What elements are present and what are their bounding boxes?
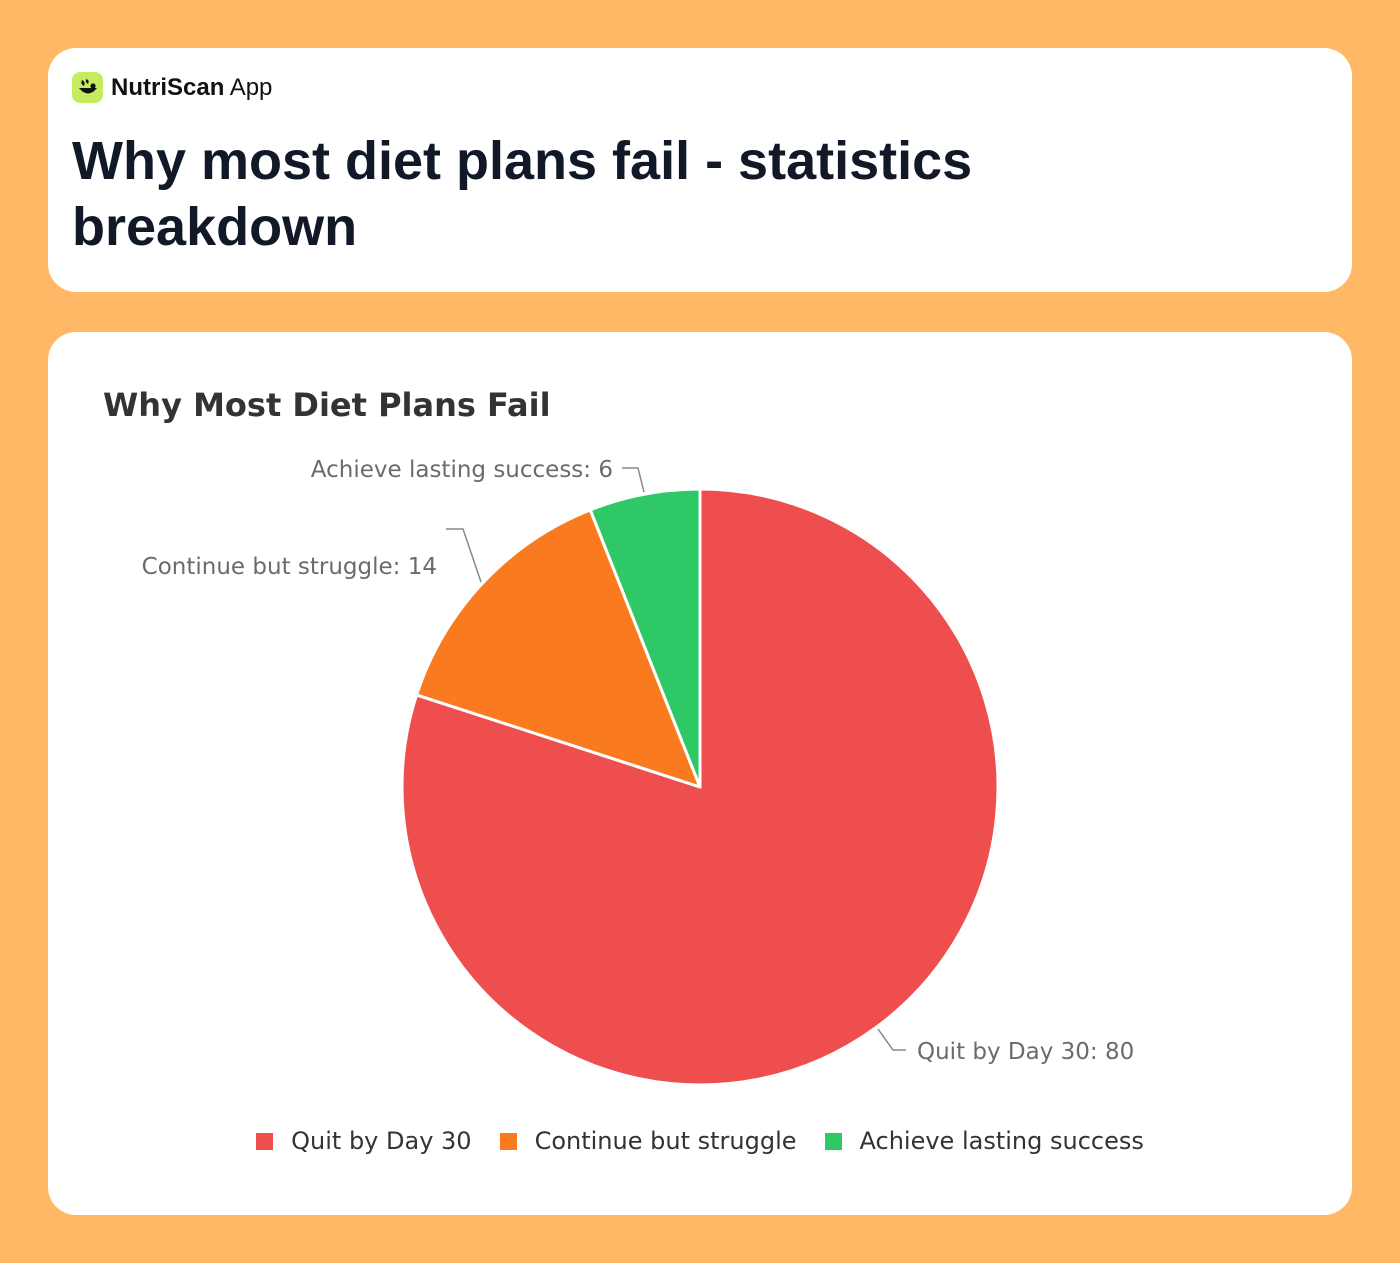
slice-continue-but-struggle[interactable]	[415, 508, 702, 789]
legend-label: Quit by Day 30	[291, 1127, 472, 1155]
legend-swatch-green	[824, 1132, 842, 1150]
legend-label: Achieve lasting success	[859, 1127, 1144, 1155]
leader-line-quit	[877, 1028, 906, 1051]
chart-card: Why Most Diet Plans Fail Quit by Day 30:…	[48, 332, 1352, 1215]
leader-line-continue	[446, 528, 482, 583]
brand-suffix: App	[229, 73, 273, 101]
legend-swatch-red	[256, 1132, 274, 1150]
legend-item-continue[interactable]: Continue but struggle	[499, 1127, 797, 1155]
chart-legend: Quit by Day 30 Continue but struggle Ach…	[48, 1127, 1352, 1155]
legend-item-quit[interactable]: Quit by Day 30	[256, 1127, 472, 1155]
label-continue: Continue but struggle: 14	[142, 554, 437, 580]
label-quit: Quit by Day 30: 80	[917, 1039, 1134, 1065]
chart-title: Why Most Diet Plans Fail	[103, 386, 551, 424]
label-achieve: Achieve lasting success: 6	[311, 457, 613, 483]
page-title: Why most diet plans fail - statistics br…	[72, 131, 973, 257]
leaf-bowl-icon	[72, 72, 103, 103]
legend-label: Continue but struggle	[534, 1127, 797, 1155]
slice-achieve-lasting-success[interactable]	[588, 487, 702, 789]
pie-chart: Quit by Day 30: 80 Continue but struggle…	[142, 457, 1134, 1087]
legend-swatch-orange	[499, 1132, 517, 1150]
legend-item-achieve[interactable]: Achieve lasting success	[824, 1127, 1144, 1155]
header-card: NutriScan App Why most diet plans fail -…	[48, 48, 1352, 292]
brand-name: NutriScan	[111, 73, 225, 101]
brand: NutriScan App	[72, 72, 272, 103]
leader-line-achieve	[622, 467, 645, 493]
